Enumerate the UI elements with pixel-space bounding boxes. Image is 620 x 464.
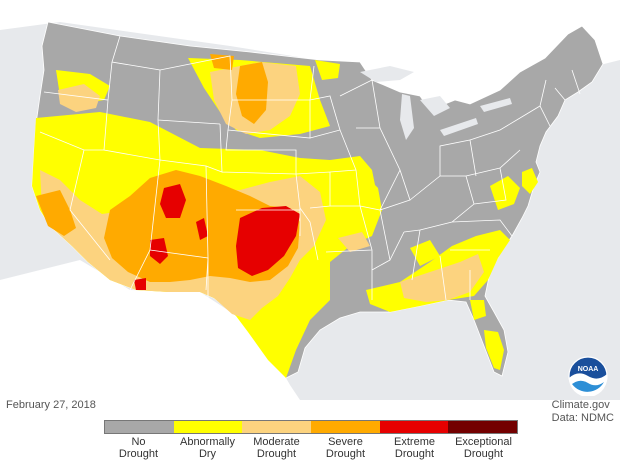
noaa-logo-text: NOAA: [578, 366, 599, 373]
state-boundaries: [39, 35, 581, 301]
legend-label-moderate: Moderate Drought: [253, 436, 300, 460]
extreme-drought-regions: [134, 184, 300, 290]
legend-labels: No Drought Abnormally Dry Moderate Drought …: [104, 436, 518, 460]
map-date: February 27, 2018: [6, 399, 96, 411]
great-lakes: [360, 66, 512, 140]
credit-data: Data: NDMC: [551, 412, 614, 424]
legend-label-extreme: Extreme Drought: [394, 436, 435, 460]
us-map-svg: [0, 0, 620, 400]
legend-swatch-abnormally-dry: [173, 421, 243, 433]
legend-bar: [104, 420, 518, 434]
legend-label-no-drought: No Drought: [118, 436, 159, 460]
legend-label-exceptional: Exceptional Drought: [455, 436, 512, 460]
legend-swatch-severe: [311, 421, 380, 433]
legend-swatch-exceptional: [448, 421, 518, 433]
mexico-land: [0, 260, 300, 400]
legend-swatch-extreme: [379, 421, 449, 433]
credit: Climate.gov Data: NDMC: [552, 399, 614, 425]
legend-swatch-moderate: [242, 421, 312, 433]
legend-swatch-no-drought: [105, 421, 174, 433]
credit-source: Climate.gov: [551, 399, 610, 411]
legend-label-abnormally-dry: Abnormally Dry: [179, 436, 236, 460]
legend-label-severe: Severe Drought: [325, 436, 366, 460]
noaa-logo-icon: NOAA: [568, 356, 608, 396]
drought-map: NOAA: [0, 0, 620, 400]
canada-land: [0, 0, 620, 130]
